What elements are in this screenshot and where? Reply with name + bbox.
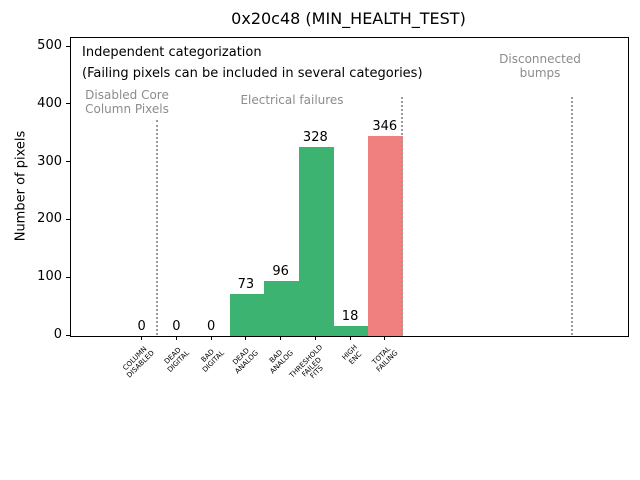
y-tick-mark-200 [66, 218, 70, 220]
x-label-dead-analog: DEAD ANALOG [231, 346, 261, 376]
y-tick-label-100: 100 [37, 269, 62, 285]
x-tick-mark-bad-analog [280, 336, 282, 340]
x-label-total-failing: TOTAL FAILING [370, 344, 400, 374]
y-tick-mark-100 [66, 276, 70, 278]
y-tick-mark-0 [66, 334, 70, 336]
bar-value-dead-digital: 0 [172, 319, 181, 334]
chart-title: 0x20c48 (MIN_HEALTH_TEST) [231, 9, 466, 28]
x-tick-mark-bad-digital [210, 336, 212, 340]
separator-line-2 [401, 97, 403, 335]
bar-threshold-failed-fits [298, 146, 334, 336]
y-tick-label-300: 300 [37, 153, 62, 169]
y-tick-label-400: 400 [37, 95, 62, 111]
bar-value-column-disabled: 0 [137, 319, 146, 334]
x-tick-mark-high-enc [349, 336, 351, 340]
bar-value-bad-digital: 0 [207, 319, 216, 334]
y-tick-label-200: 200 [37, 211, 62, 227]
x-tick-mark-column-disabled [141, 336, 143, 340]
separator-line-1 [156, 120, 158, 335]
bar-total-failing [368, 136, 404, 336]
bar-high-enc [333, 325, 369, 336]
x-label-threshold-failed-fits: THRESHOLD FAILED FITS [287, 343, 325, 381]
x-tick-mark-dead-digital [175, 336, 177, 340]
bar-value-threshold-failed-fits: 328 [302, 129, 328, 145]
x-tick-mark-dead-analog [245, 336, 247, 340]
y-tick-mark-500 [66, 45, 70, 47]
x-tick-mark-threshold-failed-fits [314, 336, 316, 340]
y-tick-mark-300 [66, 161, 70, 163]
y-tick-mark-400 [66, 103, 70, 105]
x-label-bad-digital: BAD DIGITAL [199, 347, 226, 374]
separator-line-3 [571, 97, 573, 335]
x-label-column-disabled: COLUMN DISABLED [121, 345, 157, 380]
x-label-high-enc: HIGH ENC [340, 343, 364, 366]
bar-value-dead-analog: 73 [237, 276, 255, 292]
x-tick-mark-total-failing [384, 336, 386, 340]
annotation-electrical-failures: Electrical failures [240, 93, 344, 107]
bar-bad-analog [264, 280, 299, 336]
annotation-multi-category-note: (Failing pixels can be included in sever… [82, 66, 423, 81]
annotation-independent-categorization: Independent categorization [82, 45, 262, 60]
x-label-dead-digital: DEAD DIGITAL [162, 345, 191, 374]
annotation-disabled-core-column-pixels: Disabled Core Column Pixels [85, 88, 169, 116]
plot-area [70, 37, 629, 337]
bar-dead-analog [229, 293, 265, 336]
bar-value-high-enc: 18 [341, 308, 359, 324]
bar-value-bad-analog: 96 [272, 263, 289, 279]
y-tick-label-0: 0 [53, 327, 62, 342]
bar-value-total-failing: 346 [372, 119, 398, 135]
annotation-disconnected-bumps: Disconnected bumps [499, 52, 581, 80]
y-tick-label-500: 500 [37, 38, 62, 54]
